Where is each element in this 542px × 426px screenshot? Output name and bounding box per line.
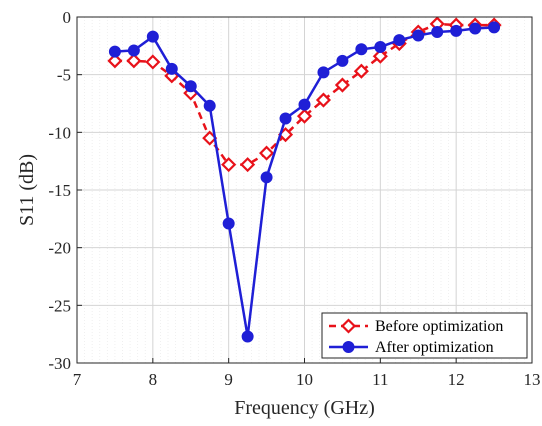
data-point-after-optimization xyxy=(203,99,216,112)
data-point-before-optimization xyxy=(259,145,275,161)
data-point-after-optimization xyxy=(241,330,254,343)
series-after-optimization xyxy=(108,21,501,343)
x-tick-label: 8 xyxy=(149,370,158,389)
data-point-after-optimization xyxy=(469,22,482,35)
x-tick-label: 11 xyxy=(372,370,388,389)
data-point-after-optimization xyxy=(317,66,330,79)
data-point-after-optimization xyxy=(279,112,292,125)
data-point-after-optimization xyxy=(260,171,273,184)
y-tick-label: -20 xyxy=(48,239,71,258)
data-point-before-optimization xyxy=(126,53,142,69)
x-tick-label: 12 xyxy=(448,370,465,389)
y-tick-label: 0 xyxy=(63,8,72,27)
data-point-after-optimization xyxy=(108,45,121,58)
x-tick-label: 13 xyxy=(524,370,541,389)
legend-label-after: After optimization xyxy=(375,339,494,356)
data-point-before-optimization xyxy=(372,48,388,64)
data-point-after-optimization xyxy=(184,80,197,93)
y-tick-label: -10 xyxy=(48,123,71,142)
data-point-before-optimization xyxy=(334,77,350,93)
series-layer xyxy=(107,16,502,343)
data-point-before-optimization xyxy=(315,92,332,108)
data-point-after-optimization xyxy=(336,54,349,67)
x-tick-label: 7 xyxy=(73,370,82,389)
data-point-before-optimization xyxy=(145,54,161,70)
data-point-before-optimization xyxy=(296,108,313,124)
x-tick-label: 9 xyxy=(224,370,233,389)
legend-marker-before xyxy=(340,318,357,334)
data-point-after-optimization xyxy=(355,43,368,56)
data-point-before-optimization xyxy=(221,157,237,173)
legend-marker-after xyxy=(342,341,355,353)
y-tick-label: -30 xyxy=(48,354,71,373)
x-tick-label: 10 xyxy=(296,370,313,389)
data-point-after-optimization xyxy=(488,21,501,34)
data-point-before-optimization xyxy=(240,157,256,173)
data-point-after-optimization xyxy=(222,217,235,230)
grid xyxy=(77,17,532,363)
data-point-after-optimization xyxy=(374,40,387,53)
data-point-after-optimization xyxy=(431,25,444,38)
legend-label-before: Before optimization xyxy=(375,318,503,335)
y-tick-label: -15 xyxy=(48,181,71,200)
y-tick-label: -5 xyxy=(57,66,71,85)
data-point-after-optimization xyxy=(146,30,159,43)
ticks: 7 8 9 10 11 12 13 0 -5 -10 -15 -20 -25 -30 xyxy=(48,8,540,389)
legend-box xyxy=(321,312,528,359)
data-point-before-optimization xyxy=(353,63,369,79)
data-point-after-optimization xyxy=(165,62,178,75)
data-point-after-optimization xyxy=(450,24,463,37)
y-axis-label: S11 (dB) xyxy=(16,154,38,226)
x-axis-label: Frequency (GHz) xyxy=(234,397,375,419)
data-point-before-optimization xyxy=(107,53,123,69)
y-tick-label: -25 xyxy=(48,296,71,315)
data-point-after-optimization xyxy=(393,34,406,47)
data-point-after-optimization xyxy=(412,29,425,42)
legend: Before optimization After optimization xyxy=(321,312,528,359)
data-point-after-optimization xyxy=(298,98,311,111)
data-point-after-optimization xyxy=(127,44,140,57)
